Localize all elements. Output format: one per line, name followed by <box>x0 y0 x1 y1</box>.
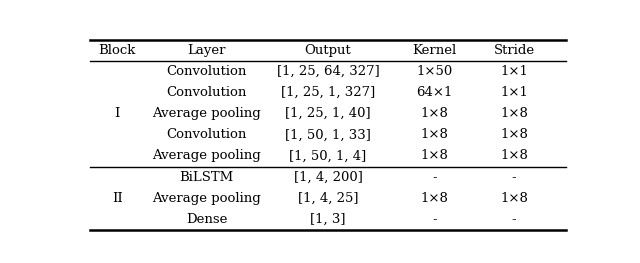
Text: Kernel: Kernel <box>413 44 457 57</box>
Text: Block: Block <box>99 44 136 57</box>
Text: Average pooling: Average pooling <box>152 107 261 120</box>
Text: [1, 25, 64, 327]: [1, 25, 64, 327] <box>276 65 380 78</box>
Text: 1×8: 1×8 <box>500 107 528 120</box>
Text: 1×8: 1×8 <box>420 107 449 120</box>
Text: [1, 4, 200]: [1, 4, 200] <box>294 171 362 184</box>
Text: II: II <box>112 192 123 205</box>
Text: Stride: Stride <box>493 44 534 57</box>
Text: [1, 25, 1, 40]: [1, 25, 1, 40] <box>285 107 371 120</box>
Text: 1×8: 1×8 <box>500 149 528 163</box>
Text: Average pooling: Average pooling <box>152 192 261 205</box>
Text: 1×1: 1×1 <box>500 65 528 78</box>
Text: [1, 3]: [1, 3] <box>310 213 346 226</box>
Text: Convolution: Convolution <box>166 86 246 99</box>
Text: 1×8: 1×8 <box>500 128 528 141</box>
Text: [1, 4, 25]: [1, 4, 25] <box>298 192 358 205</box>
Text: -: - <box>512 171 516 184</box>
Text: BiLSTM: BiLSTM <box>179 171 234 184</box>
Text: 1×50: 1×50 <box>417 65 452 78</box>
Text: 1×8: 1×8 <box>420 192 449 205</box>
Text: [1, 50, 1, 4]: [1, 50, 1, 4] <box>289 149 367 163</box>
Text: Convolution: Convolution <box>166 65 246 78</box>
Text: Layer: Layer <box>188 44 226 57</box>
Text: 1×8: 1×8 <box>420 128 449 141</box>
Text: Output: Output <box>305 44 351 57</box>
Text: Dense: Dense <box>186 213 227 226</box>
Text: Average pooling: Average pooling <box>152 149 261 163</box>
Text: [1, 25, 1, 327]: [1, 25, 1, 327] <box>281 86 375 99</box>
Text: I: I <box>115 107 120 120</box>
Text: -: - <box>433 171 437 184</box>
Text: -: - <box>512 213 516 226</box>
Text: 1×8: 1×8 <box>420 149 449 163</box>
Text: [1, 50, 1, 33]: [1, 50, 1, 33] <box>285 128 371 141</box>
Text: 1×1: 1×1 <box>500 86 528 99</box>
Text: Convolution: Convolution <box>166 128 246 141</box>
Text: 1×8: 1×8 <box>500 192 528 205</box>
Text: 64×1: 64×1 <box>417 86 453 99</box>
Text: -: - <box>433 213 437 226</box>
